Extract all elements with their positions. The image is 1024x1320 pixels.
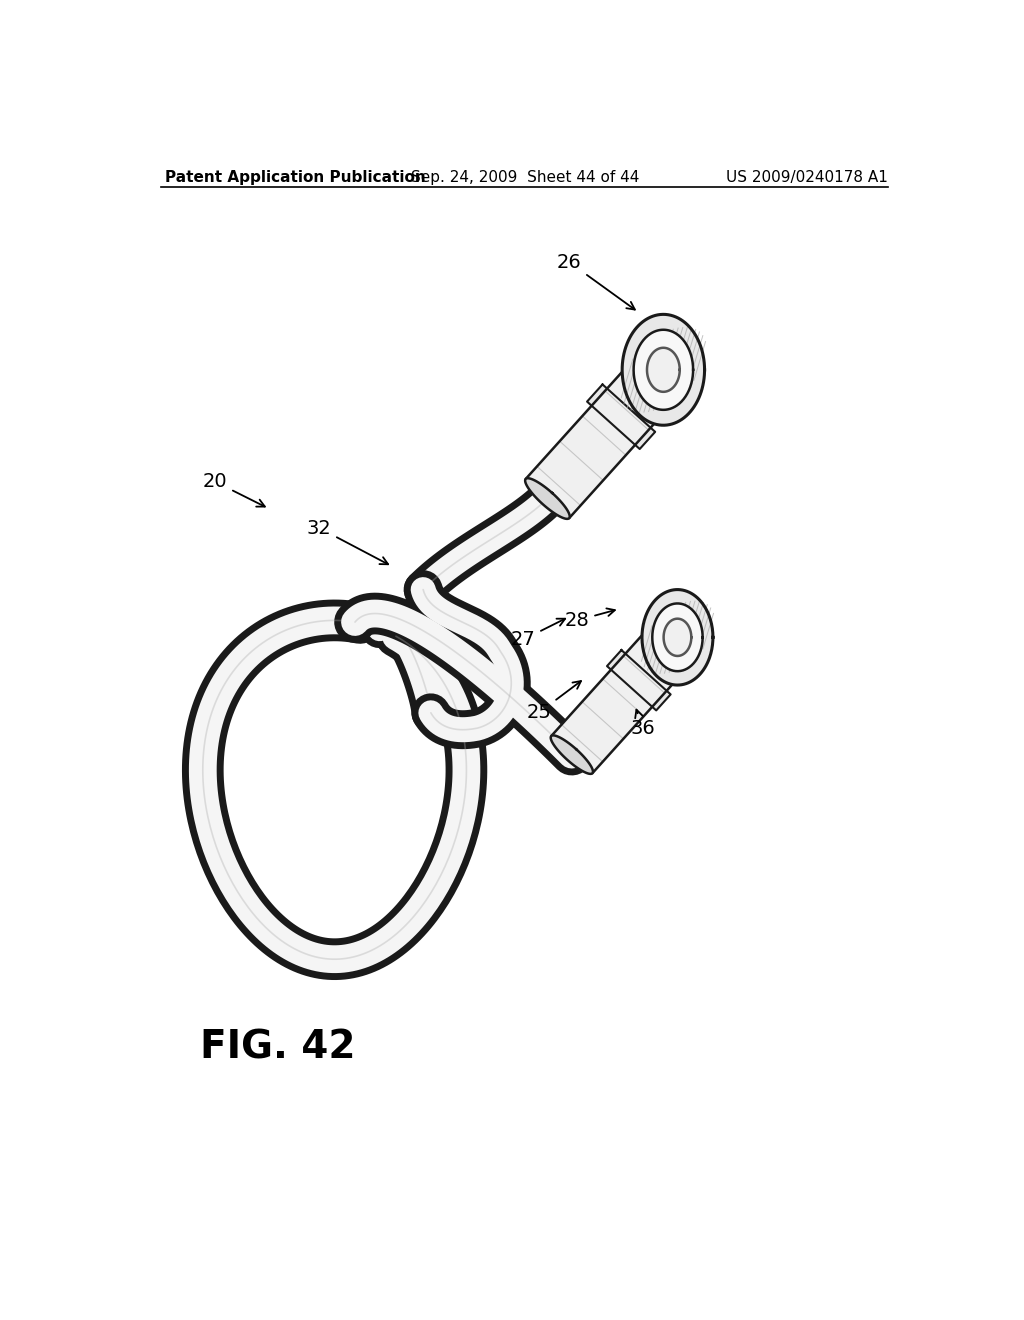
- Polygon shape: [642, 590, 713, 685]
- Polygon shape: [664, 619, 691, 656]
- Polygon shape: [655, 614, 694, 667]
- Text: 28: 28: [565, 609, 614, 630]
- Text: Sep. 24, 2009  Sheet 44 of 44: Sep. 24, 2009 Sheet 44 of 44: [411, 170, 639, 185]
- Text: 36: 36: [630, 710, 655, 738]
- Polygon shape: [525, 352, 683, 519]
- Text: 27: 27: [511, 619, 565, 649]
- Text: 32: 32: [307, 519, 388, 564]
- Text: FIG. 42: FIG. 42: [200, 1028, 355, 1067]
- Polygon shape: [634, 330, 693, 409]
- Text: 20: 20: [203, 473, 265, 507]
- Polygon shape: [525, 478, 569, 519]
- Polygon shape: [551, 735, 593, 774]
- Polygon shape: [607, 649, 671, 710]
- Polygon shape: [652, 603, 702, 671]
- Text: 26: 26: [557, 253, 635, 310]
- Polygon shape: [587, 384, 655, 449]
- Text: 25: 25: [526, 681, 581, 722]
- Polygon shape: [623, 314, 705, 425]
- Text: Patent Application Publication: Patent Application Publication: [165, 170, 426, 185]
- Polygon shape: [551, 622, 695, 774]
- Text: US 2009/0240178 A1: US 2009/0240178 A1: [726, 170, 888, 185]
- Polygon shape: [647, 347, 680, 392]
